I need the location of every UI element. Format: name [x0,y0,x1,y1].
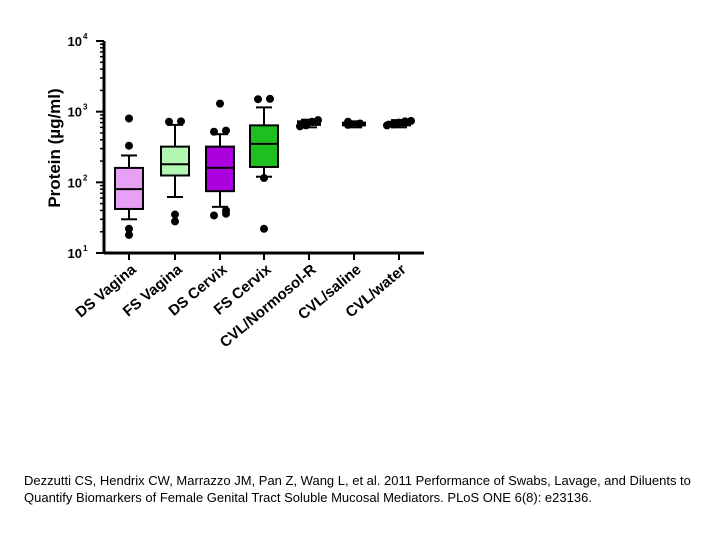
outlier-point [216,99,224,108]
box-body [160,145,190,177]
y-tick-exponent: 3 [83,103,88,112]
outlier-point [296,122,304,131]
y-tick-label: 10 [68,34,82,49]
y-tick-label: 10 [68,246,82,261]
y-tick-exponent: 4 [83,32,88,41]
y-axis-label: Protein (µg/ml) [45,88,64,207]
y-tick-label: 10 [68,105,82,120]
outlier-point [254,95,262,104]
outlier-point [171,217,179,226]
outlier-point [407,116,415,125]
outlier-point [302,121,310,130]
outlier-point [125,114,133,123]
outlier-point [356,119,364,128]
outlier-point [344,117,352,126]
outlier-point [383,121,391,130]
box-body [249,124,279,168]
outlier-point [210,211,218,220]
outlier-point [222,206,230,215]
outlier-point [389,120,397,129]
outlier-point [171,210,179,219]
box-4 [249,106,279,178]
outlier-point [266,94,274,103]
outlier-point [260,174,268,183]
boxes-group [114,106,411,221]
outlier-point [314,116,322,125]
outlier-point [308,117,316,126]
outlier-point [165,117,173,126]
outlier-point [177,117,185,126]
outlier-point [125,141,133,150]
axes [96,40,424,260]
citation-caption: Dezzutti CS, Hendrix CW, Marrazzo JM, Pa… [24,473,691,505]
outlier-point [395,118,403,127]
y-tick-exponent: 2 [83,173,88,182]
outlier-points-group [125,94,415,239]
outlier-point [125,224,133,233]
outlier-point [210,127,218,136]
outlier-point [222,126,230,135]
outlier-point [125,230,133,239]
box-1 [114,154,144,221]
outlier-point [260,224,268,233]
box-2 [160,123,190,199]
box-3 [205,133,235,208]
y-tick-label: 10 [68,175,82,190]
y-tick-exponent: 1 [83,244,88,253]
outlier-point [401,117,409,126]
